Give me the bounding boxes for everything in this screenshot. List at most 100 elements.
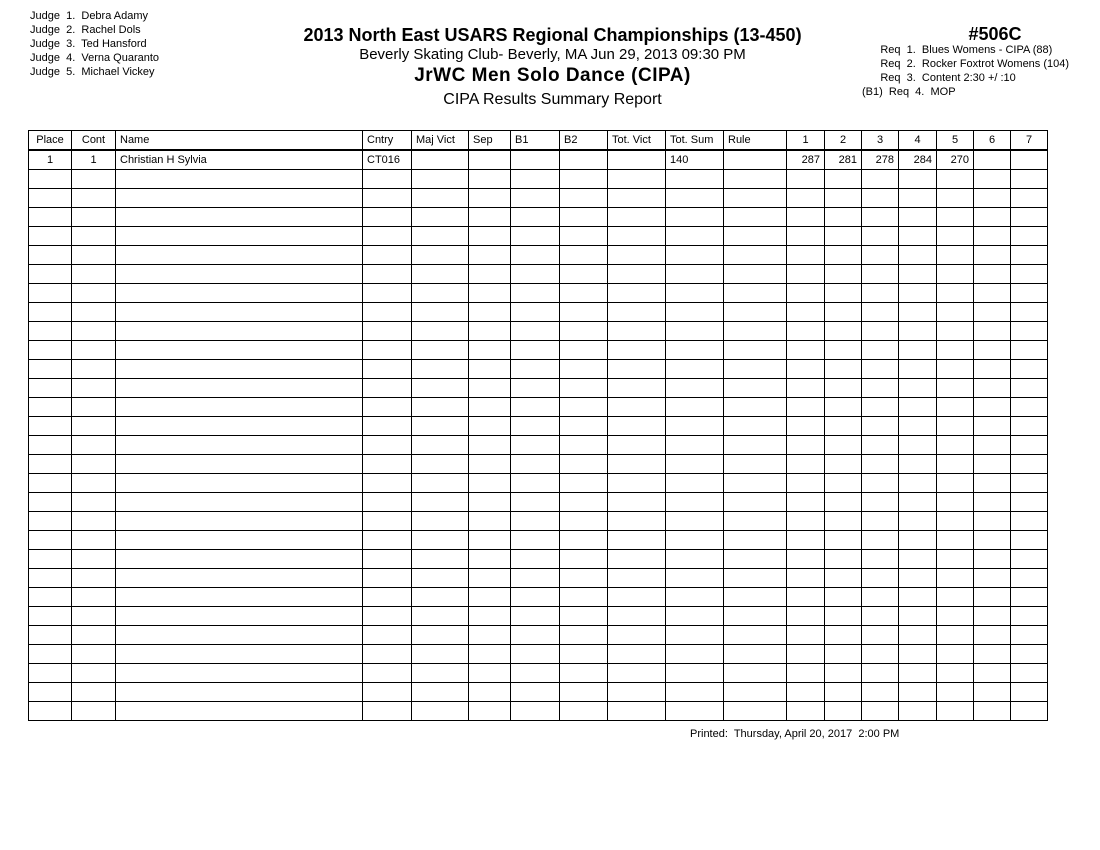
table-cell: 270 [936, 149, 974, 170]
table-cell [824, 473, 862, 493]
table-cell [936, 549, 974, 569]
table-cell [786, 644, 825, 664]
table-cell [824, 511, 862, 531]
event-number: #506C [968, 24, 1022, 44]
table-cell [898, 359, 937, 379]
table-cell [411, 530, 469, 550]
table-cell: 278 [861, 149, 899, 170]
table-cell [607, 549, 666, 569]
table-cell [898, 340, 937, 360]
table-cell [559, 701, 608, 721]
table-cell [973, 549, 1011, 569]
column-header: 1 [786, 130, 825, 151]
table-cell [28, 492, 72, 512]
table-cell [115, 682, 363, 702]
table-row [28, 663, 1048, 683]
table-cell [468, 549, 511, 569]
table-cell [898, 416, 937, 436]
table-cell [973, 416, 1011, 436]
table-cell [559, 549, 608, 569]
requirement-line: Req 1. Blues Womens - CIPA (88) [862, 44, 1053, 56]
table-cell [824, 378, 862, 398]
table-cell [115, 587, 363, 607]
table-row [28, 340, 1048, 360]
table-cell [665, 340, 724, 360]
table-cell [71, 644, 116, 664]
table-cell [898, 264, 937, 284]
table-cell [411, 283, 469, 303]
table-cell [1010, 492, 1048, 512]
table-cell [665, 169, 724, 189]
table-cell [723, 473, 787, 493]
table-cell [665, 644, 724, 664]
table-cell [468, 359, 511, 379]
table-cell [362, 416, 412, 436]
table-cell [28, 682, 72, 702]
table-cell [861, 245, 899, 265]
table-cell [786, 530, 825, 550]
table-row [28, 283, 1048, 303]
table-cell [861, 169, 899, 189]
table-cell [468, 473, 511, 493]
table-cell [510, 568, 560, 588]
table-cell [861, 568, 899, 588]
table-cell [786, 606, 825, 626]
table-cell [607, 644, 666, 664]
table-cell [786, 625, 825, 645]
table-cell [973, 530, 1011, 550]
table-cell [71, 587, 116, 607]
table-cell [115, 245, 363, 265]
table-cell [115, 625, 363, 645]
table-cell [468, 149, 511, 170]
column-header: 2 [824, 130, 862, 151]
table-row [28, 701, 1048, 721]
table-cell [898, 454, 937, 474]
table-cell [723, 435, 787, 455]
table-cell [411, 644, 469, 664]
table-cell [607, 378, 666, 398]
table-cell [71, 321, 116, 341]
table-cell [362, 549, 412, 569]
table-cell [824, 663, 862, 683]
table-cell [607, 226, 666, 246]
judge-line: Judge 1. Debra Adamy [30, 10, 149, 22]
table-cell [411, 207, 469, 227]
table-cell [510, 340, 560, 360]
table-cell [510, 302, 560, 322]
table-cell [936, 663, 974, 683]
table-cell [28, 226, 72, 246]
report-header: 2013 North East USARS Regional Champions… [260, 24, 845, 111]
table-cell [411, 454, 469, 474]
table-cell [468, 188, 511, 208]
table-cell [28, 169, 72, 189]
table-cell [786, 473, 825, 493]
table-cell [559, 188, 608, 208]
table-cell [468, 568, 511, 588]
table-cell [861, 435, 899, 455]
table-cell [115, 454, 363, 474]
table-cell [28, 568, 72, 588]
table-cell [824, 454, 862, 474]
table-cell [861, 644, 899, 664]
table-cell [115, 397, 363, 417]
table-cell [723, 188, 787, 208]
table-row [28, 416, 1048, 436]
table-cell [861, 663, 899, 683]
table-row [28, 530, 1048, 550]
table-cell [510, 530, 560, 550]
table-cell [362, 606, 412, 626]
column-header: 6 [973, 130, 1011, 151]
table-cell [973, 302, 1011, 322]
table-cell [898, 701, 937, 721]
table-cell [607, 682, 666, 702]
table-cell [665, 549, 724, 569]
table-cell [559, 207, 608, 227]
table-cell [468, 606, 511, 626]
table-cell [362, 188, 412, 208]
table-cell [861, 359, 899, 379]
table-cell [973, 663, 1011, 683]
table-cell [607, 530, 666, 550]
table-cell [28, 302, 72, 322]
table-cell [71, 283, 116, 303]
table-cell [898, 606, 937, 626]
